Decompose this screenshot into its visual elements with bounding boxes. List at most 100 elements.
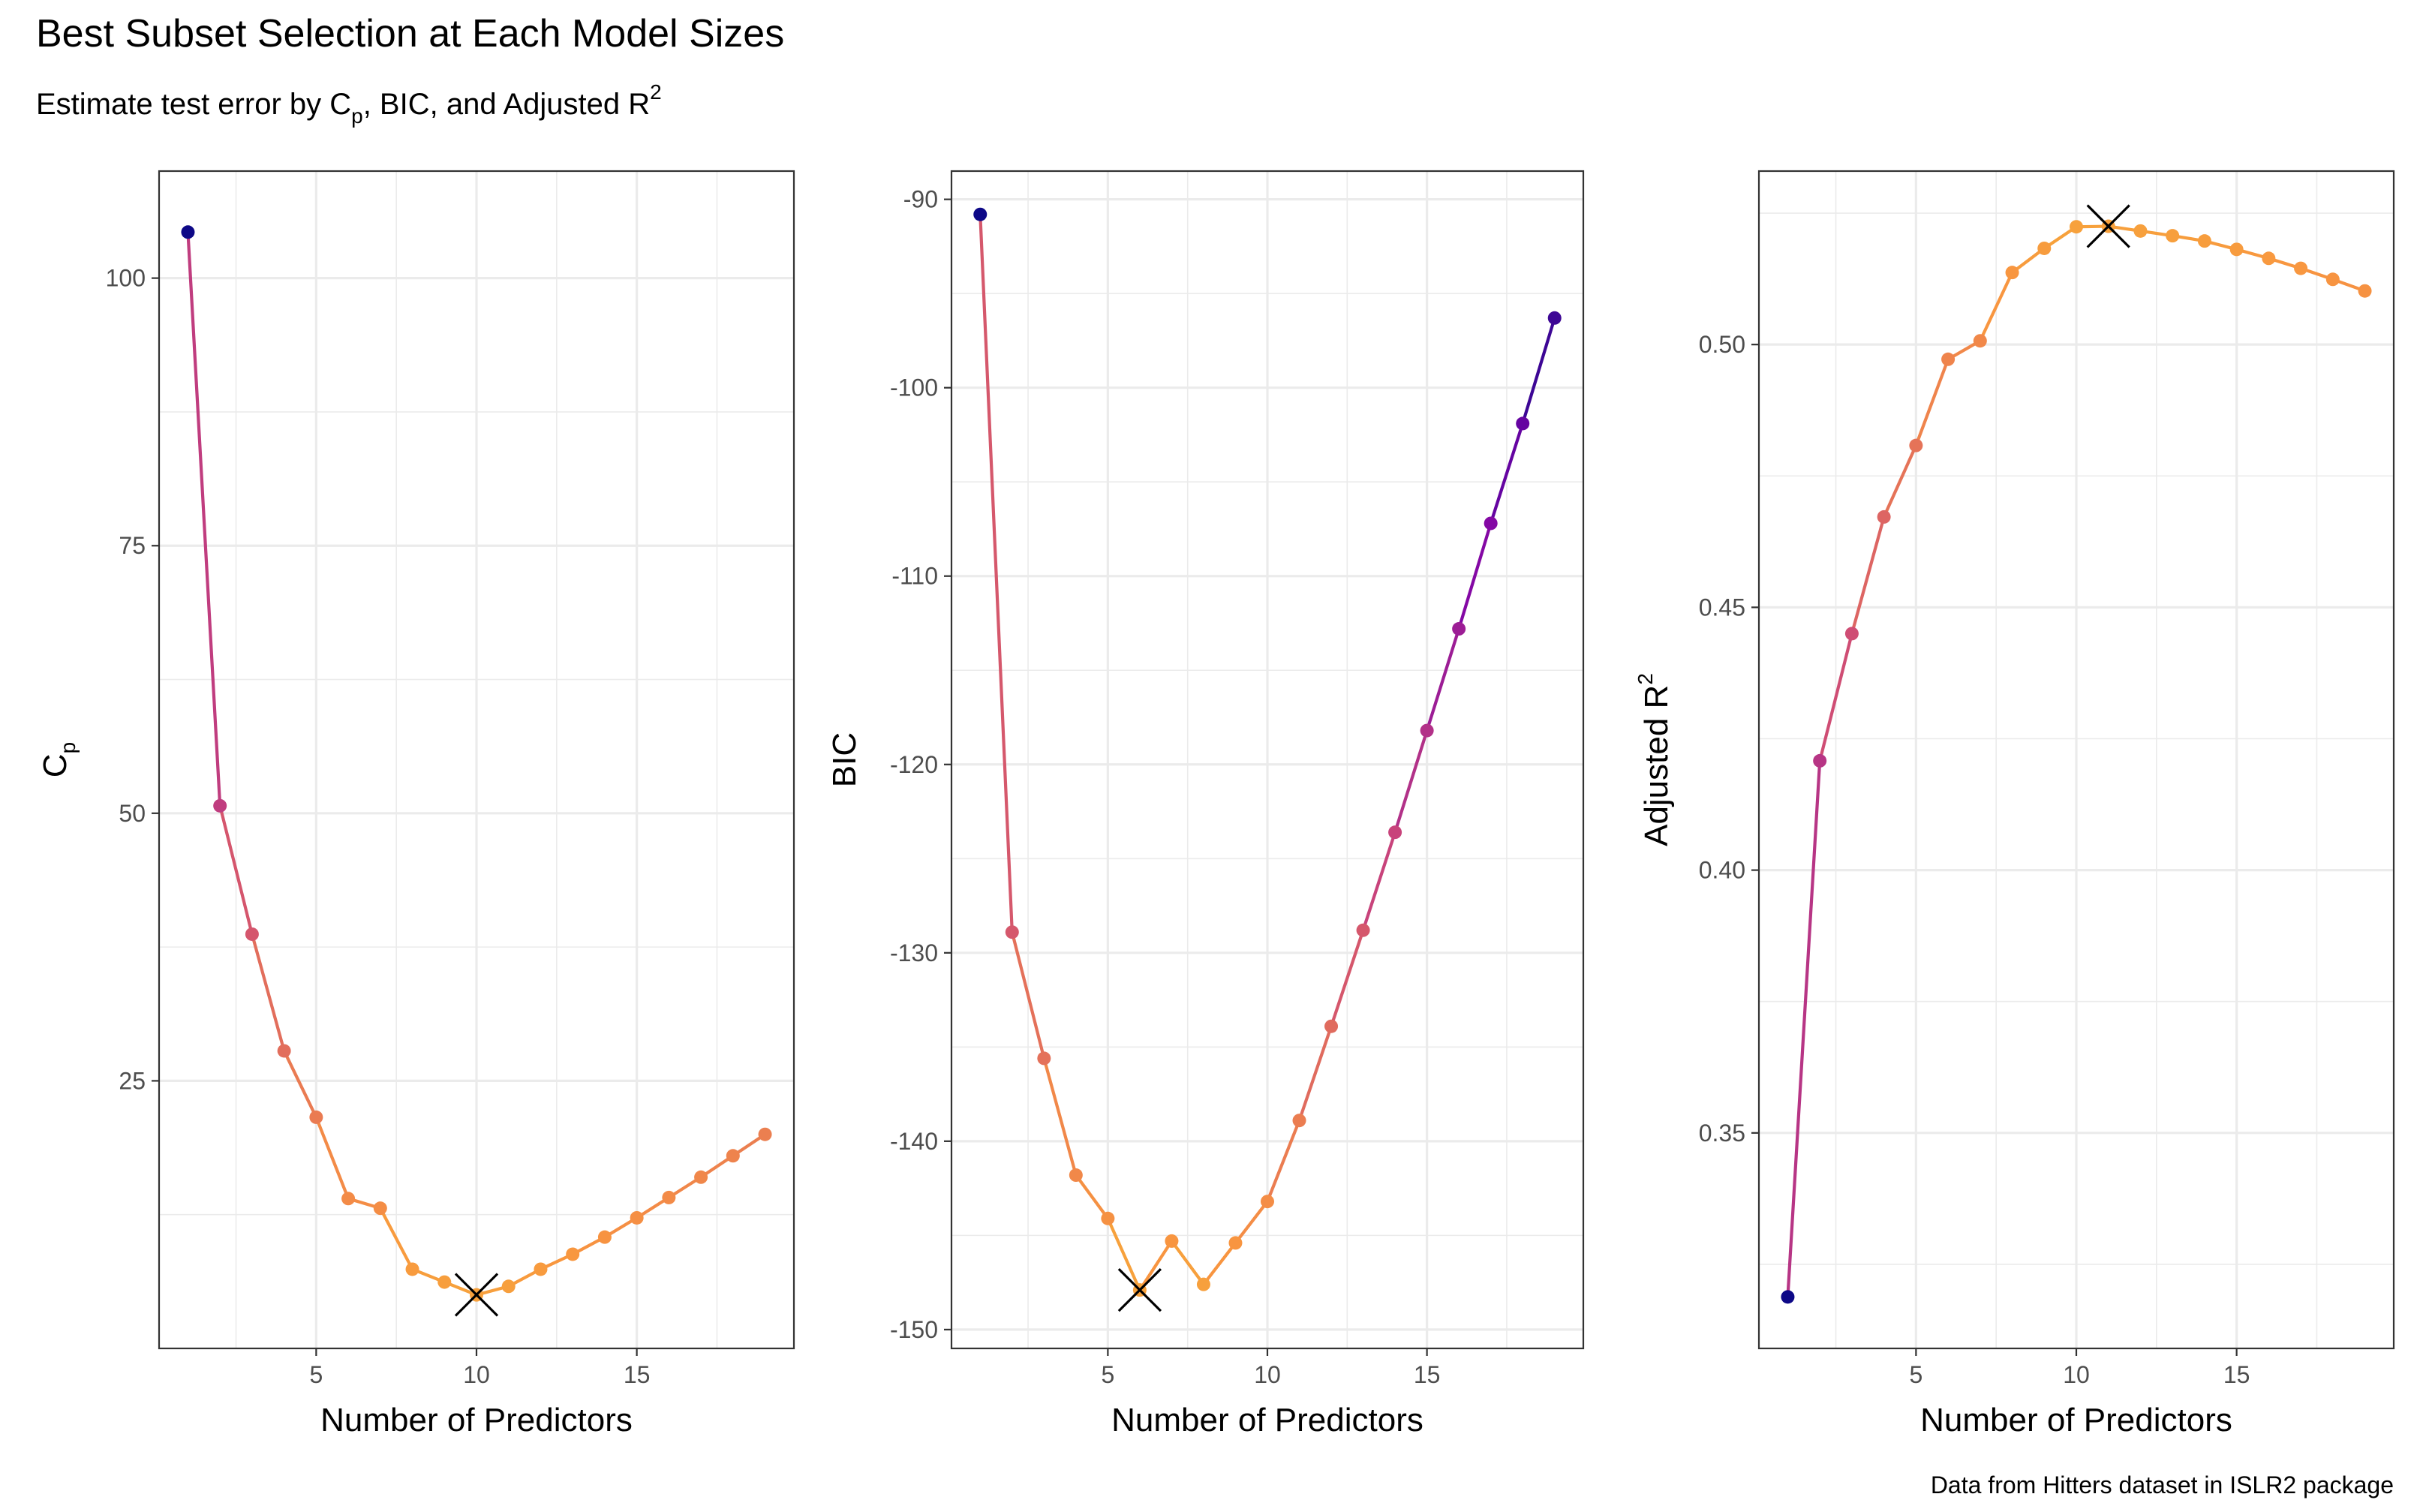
data-point: [2166, 229, 2180, 243]
y-tick-label: 75: [119, 532, 146, 559]
data-point: [630, 1210, 644, 1225]
y-tick-label: 0.45: [1699, 594, 1745, 621]
y-tick-label: -90: [903, 186, 938, 213]
data-point: [1877, 510, 1891, 524]
series-line-segment: [979, 212, 1014, 934]
data-point: [405, 1262, 419, 1276]
data-point: [1292, 1114, 1306, 1128]
series-line-segment: [1265, 1119, 1301, 1204]
subtitle-prefix: Estimate test error by C: [36, 88, 351, 121]
data-point: [1356, 923, 1370, 937]
series-line-segment: [1882, 443, 1918, 519]
series-line-segment: [1489, 422, 1525, 525]
series-line-segment: [1818, 632, 1854, 763]
y-tick-label: 0.40: [1699, 857, 1745, 884]
x-tick-label: 5: [1909, 1361, 1922, 1388]
data-point: [2262, 251, 2276, 266]
data-point: [501, 1279, 516, 1294]
data-point: [1813, 753, 1827, 768]
y-tick-label: 50: [119, 800, 146, 827]
series-line-segment: [1914, 357, 1950, 447]
series-line-segment: [1978, 271, 2014, 343]
series-line-segment: [1425, 627, 1461, 732]
y-tick-label: -130: [890, 939, 938, 966]
data-point: [2070, 220, 2083, 234]
y-axis-title: Adjusted R2: [1634, 673, 1675, 846]
data-point: [1005, 925, 1019, 939]
x-tick-label: 15: [1414, 1361, 1441, 1388]
data-point: [245, 927, 259, 941]
data-point: [973, 207, 988, 221]
series-line-segment: [1393, 729, 1429, 834]
data-point: [213, 798, 227, 813]
y-tick-label: -110: [891, 563, 938, 590]
x-tick-label: 15: [624, 1361, 651, 1388]
subtitle-sup: 2: [650, 80, 662, 104]
data-point: [1165, 1234, 1179, 1248]
x-tick-label: 5: [1101, 1361, 1114, 1388]
data-point: [1388, 825, 1402, 840]
data-point: [437, 1275, 452, 1289]
series-line-segment: [1786, 759, 1822, 1299]
x-axis-title: Number of Predictors: [320, 1402, 633, 1438]
y-axis-title-sub: p: [56, 742, 80, 754]
data-point: [2325, 272, 2340, 287]
series-line-segment: [1297, 1024, 1333, 1123]
y-axis-title: Cp: [37, 742, 80, 777]
data-point: [534, 1262, 548, 1276]
best-model-marker: [1117, 1268, 1162, 1312]
data-point: [597, 1230, 612, 1244]
y-tick-label: -140: [890, 1128, 938, 1155]
data-point: [694, 1170, 708, 1184]
data-point: [662, 1190, 676, 1204]
data-point: [373, 1201, 387, 1216]
series-line-segment: [314, 1115, 350, 1201]
x-tick-label: 15: [2223, 1361, 2250, 1388]
series-line-segment: [1010, 930, 1046, 1060]
y-axis-title-sup: 2: [1634, 673, 1657, 685]
series-line-segment: [1106, 1216, 1141, 1292]
y-axis-title-main: Adjusted R: [1638, 685, 1675, 846]
y-tick-label: 0.35: [1699, 1120, 1745, 1147]
series-line-segment: [250, 932, 286, 1053]
series-line-segment: [1521, 316, 1556, 425]
data-point: [1037, 1051, 1051, 1066]
chart-subtitle: Estimate test error by Cp, BIC, and Adju…: [36, 80, 662, 128]
y-axis-title-main: C: [37, 753, 74, 777]
y-tick-label: 100: [106, 265, 146, 292]
series-line-segment: [1850, 515, 1886, 636]
series-line-segment: [282, 1049, 318, 1120]
series-line-segment: [1074, 1173, 1110, 1220]
y-axis-title: BIC: [826, 732, 863, 787]
y-tick-label: -100: [890, 374, 938, 401]
data-point: [566, 1247, 580, 1261]
data-point: [341, 1192, 356, 1206]
series-line-segment: [1170, 1239, 1206, 1286]
y-tick-label: 0.50: [1699, 331, 1745, 358]
series-line-segment: [186, 230, 222, 807]
y-axis-title-main: BIC: [826, 732, 863, 787]
series-line-segment: [218, 804, 254, 936]
data-point: [1261, 1195, 1274, 1209]
x-axis-title: Number of Predictors: [1920, 1402, 2232, 1438]
series-line-segment: [1042, 1057, 1078, 1177]
data-point: [1844, 627, 1859, 641]
x-axis-title: Number of Predictors: [1111, 1402, 1423, 1438]
data-point: [726, 1149, 740, 1163]
series-line-segment: [1329, 928, 1365, 1028]
series-line-segment: [1457, 522, 1493, 631]
best-marker-stroke: [1117, 1268, 1162, 1312]
data-point: [1452, 622, 1466, 636]
data-point: [1420, 723, 1434, 738]
y-tick-label: -120: [890, 751, 938, 778]
series-line-segment: [1201, 1241, 1237, 1286]
x-tick-label: 10: [2063, 1361, 2090, 1388]
y-tick-label: -150: [890, 1316, 938, 1343]
data-point: [1909, 438, 1923, 452]
data-point: [1101, 1211, 1115, 1225]
data-point: [1973, 334, 1987, 348]
best-model-marker: [454, 1273, 499, 1317]
data-point: [1228, 1236, 1243, 1250]
caption: Data from Hitters dataset in ISLR2 packa…: [1931, 1471, 2394, 1498]
